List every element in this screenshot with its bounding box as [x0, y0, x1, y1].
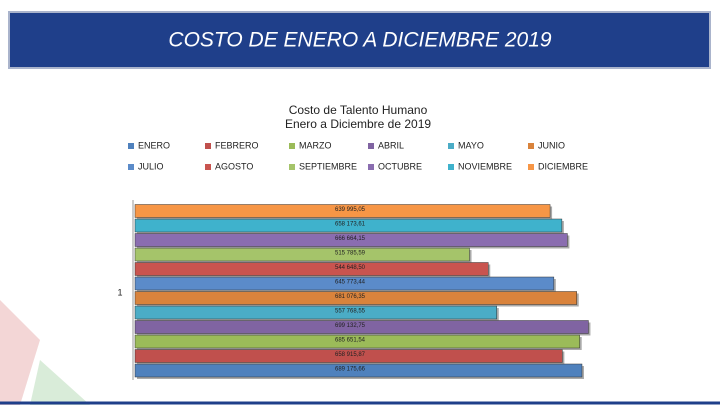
data-label: 689 175,66: [335, 367, 366, 373]
legend-swatch: [528, 143, 534, 149]
legend-swatch: [289, 164, 295, 170]
data-label: 685 651,54: [335, 338, 366, 344]
legend-swatch: [448, 164, 454, 170]
legend-swatch: [528, 164, 534, 170]
decoration: [30, 360, 90, 405]
legend-label: AGOSTO: [215, 161, 253, 171]
legend-label: JULIO: [138, 161, 164, 171]
decoration: [0, 300, 40, 405]
legend-label: ENERO: [138, 140, 170, 150]
legend-label: SEPTIEMBRE: [299, 161, 357, 171]
bar: [134, 204, 551, 218]
legend-label: DICIEMBRE: [538, 161, 588, 171]
bar: [134, 262, 489, 276]
legend-label: NOVIEMBRE: [458, 161, 512, 171]
legend-swatch: [205, 143, 211, 149]
legend-label: JUNIO: [538, 140, 565, 150]
legend-label: MAYO: [458, 140, 484, 150]
chart-title: Costo de Talento Humano: [289, 103, 428, 117]
data-label: 645 773,44: [335, 280, 366, 286]
data-label: 681 076,35: [335, 294, 366, 300]
bar: [134, 247, 470, 262]
data-label: 699 132,75: [335, 323, 366, 329]
bar: [134, 305, 498, 320]
legend-label: FEBRERO: [215, 140, 259, 150]
legend-swatch: [368, 164, 374, 170]
data-label: 658 915,87: [335, 352, 366, 358]
legend-label: MARZO: [299, 140, 332, 150]
data-label: 658 173,61: [335, 222, 366, 228]
y-tick-label: 1: [117, 287, 122, 297]
legend-label: OCTUBRE: [378, 161, 422, 171]
data-label: 557 768,55: [335, 309, 366, 315]
legend-swatch: [128, 164, 134, 170]
data-label: 639 995,05: [335, 207, 366, 213]
legend-swatch: [289, 143, 295, 149]
legend-swatch: [448, 143, 454, 149]
header-box: [8, 11, 711, 69]
data-label: 544 648,50: [335, 265, 366, 271]
legend-label: ABRIL: [378, 140, 404, 150]
legend-swatch: [368, 143, 374, 149]
data-label: 666 664,15: [335, 236, 366, 242]
page-title: COSTO DE ENERO A DICIEMBRE 2019: [168, 29, 551, 52]
data-label: 515 785,59: [335, 251, 366, 257]
legend-swatch: [128, 143, 134, 149]
legend-swatch: [205, 164, 211, 170]
chart-subtitle: Enero a Diciembre de 2019: [285, 117, 431, 131]
